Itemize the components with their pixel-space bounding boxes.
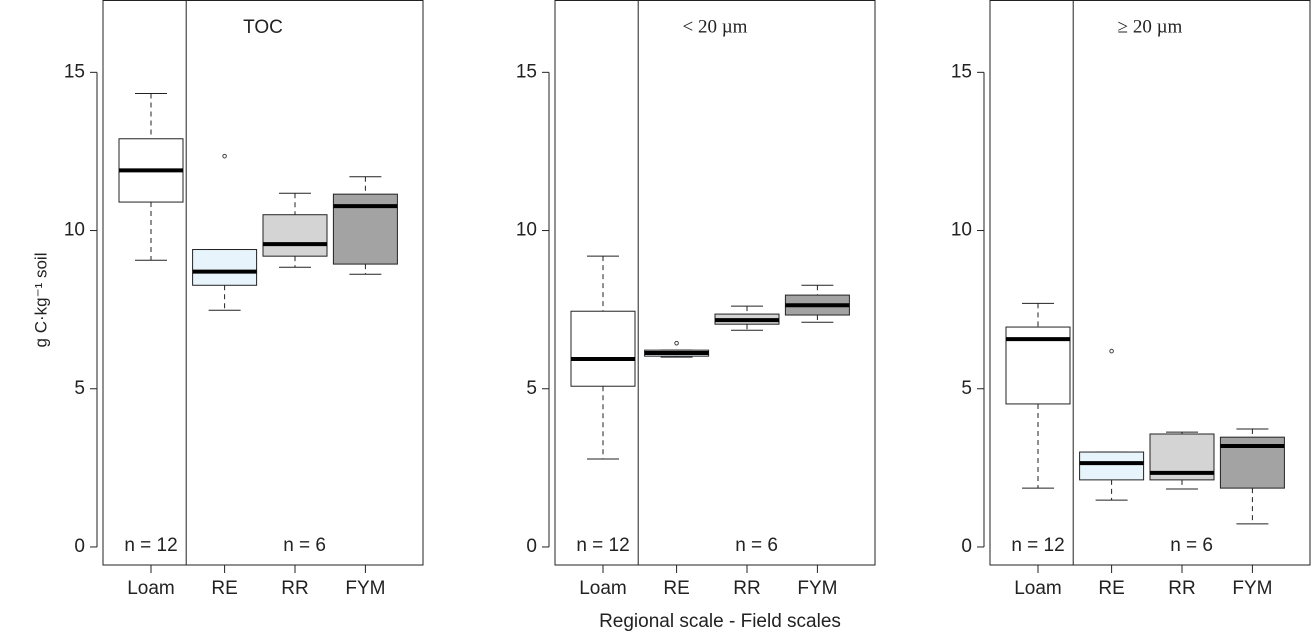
y-tick-label: 0 — [74, 536, 85, 557]
outlier — [1109, 348, 1114, 354]
y-axis-label: g C·kg⁻¹ soil — [31, 253, 50, 348]
box — [192, 249, 258, 286]
panel-title: ≥ 20 µm — [1118, 16, 1183, 37]
panel-title: < 20 µm — [683, 16, 748, 37]
y-tick-label: 15 — [951, 61, 972, 82]
y-tick-label: 10 — [516, 220, 537, 241]
plot-frame — [102, 0, 424, 566]
plot-frame — [554, 0, 876, 566]
outlier — [222, 153, 227, 159]
annotation: n = 12 — [124, 535, 177, 556]
x-tick-label: FYM — [1232, 578, 1272, 599]
x-tick-label: Loam — [579, 578, 627, 599]
annotation: n = 6 — [283, 535, 326, 556]
x-axis-label: Regional scale - Field scales — [599, 611, 841, 632]
box — [262, 214, 328, 257]
y-tick-label: 0 — [526, 536, 537, 557]
x-tick-label: FYM — [345, 578, 385, 599]
y-tick-label: 0 — [961, 536, 972, 557]
y-tick-label: 5 — [526, 378, 537, 399]
x-tick-label: RR — [281, 578, 308, 599]
y-tick-label: 10 — [64, 220, 85, 241]
annotation: n = 6 — [1170, 535, 1213, 556]
x-tick-label: RE — [211, 578, 237, 599]
x-tick-label: RR — [733, 578, 760, 599]
x-tick-label: Loam — [127, 578, 175, 599]
x-tick-label: FYM — [797, 578, 837, 599]
x-tick-label: RR — [1168, 578, 1195, 599]
y-tick-label: 10 — [951, 220, 972, 241]
y-tick-label: 15 — [516, 61, 537, 82]
y-tick-label: 15 — [64, 61, 85, 82]
x-tick-label: Loam — [1014, 578, 1062, 599]
box — [1079, 451, 1145, 481]
y-tick-label: 5 — [961, 378, 972, 399]
plot-frame — [989, 0, 1311, 566]
outlier — [674, 340, 679, 346]
x-tick-label: RE — [1098, 578, 1124, 599]
panel-title: TOC — [243, 17, 283, 38]
annotation: n = 6 — [735, 535, 778, 556]
box — [570, 310, 636, 387]
annotation: n = 12 — [576, 535, 629, 556]
annotation: n = 12 — [1011, 535, 1064, 556]
x-tick-label: RE — [663, 578, 689, 599]
y-tick-label: 5 — [74, 378, 85, 399]
